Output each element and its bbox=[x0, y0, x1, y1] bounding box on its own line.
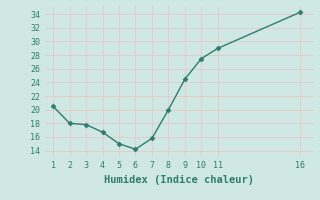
X-axis label: Humidex (Indice chaleur): Humidex (Indice chaleur) bbox=[104, 175, 254, 185]
